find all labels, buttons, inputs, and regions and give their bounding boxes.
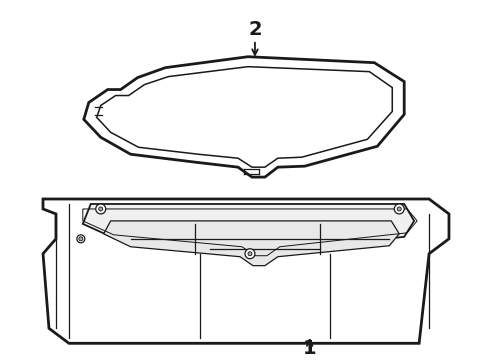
Circle shape — [397, 207, 401, 211]
Text: 2: 2 — [248, 21, 262, 39]
Circle shape — [99, 207, 103, 211]
PathPatch shape — [97, 67, 392, 167]
Circle shape — [394, 204, 404, 214]
Circle shape — [79, 237, 83, 241]
Circle shape — [245, 249, 255, 259]
Text: 1: 1 — [303, 339, 317, 358]
PathPatch shape — [83, 204, 414, 261]
PathPatch shape — [84, 57, 404, 177]
Circle shape — [96, 204, 106, 214]
Circle shape — [77, 235, 85, 243]
Circle shape — [248, 252, 252, 256]
PathPatch shape — [104, 221, 399, 266]
PathPatch shape — [43, 199, 449, 343]
